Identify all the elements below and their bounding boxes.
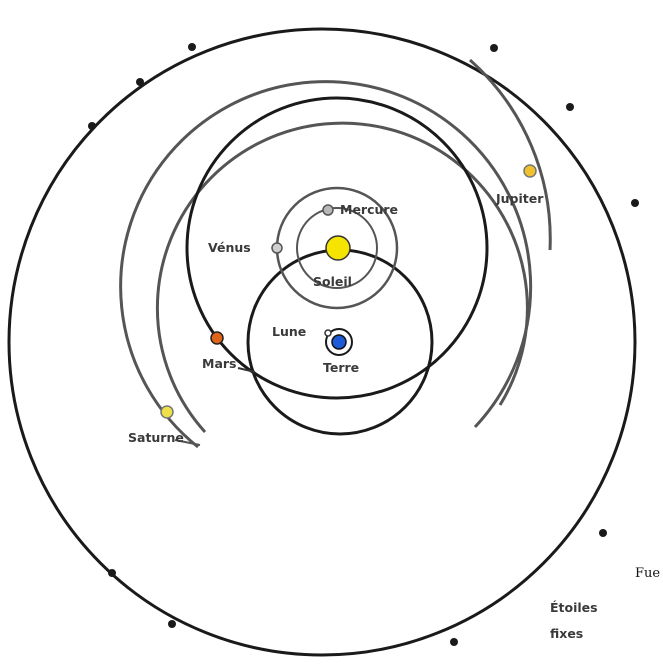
star-marker <box>490 44 498 52</box>
fixed-stars-sphere <box>7 27 637 657</box>
star-marker <box>188 43 196 51</box>
figure-caption: Fue <box>635 566 661 581</box>
moon-orbit <box>325 328 353 356</box>
label-mercure: Mercure <box>340 202 398 217</box>
mercury-orbit <box>296 207 378 289</box>
label-terre: Terre <box>323 360 359 375</box>
saturn-orbit <box>119 80 533 449</box>
star-marker <box>136 78 144 86</box>
star-marker <box>599 529 607 537</box>
label-jupiter: Jupiter <box>495 191 544 206</box>
label-mars: Mars <box>202 356 236 371</box>
mars-orbit <box>185 96 489 400</box>
jupiter-orbit-segment <box>469 58 552 251</box>
mercury-body <box>322 204 334 216</box>
label-venus: Vénus <box>208 240 251 255</box>
star-marker <box>566 103 574 111</box>
label-fixed-stars-line1: Étoiles <box>550 600 598 615</box>
label-fixed-stars-line2: fixes <box>550 626 583 641</box>
saturne-leader-line <box>174 439 201 446</box>
label-lune: Lune <box>272 324 306 339</box>
earth-body <box>331 334 347 350</box>
sun-body <box>325 235 351 261</box>
star-marker <box>631 199 639 207</box>
jupiter-orbit <box>155 121 529 434</box>
fixed-stars-markers <box>88 43 639 646</box>
mars-leader-line <box>237 367 256 373</box>
saturn-body <box>160 405 174 419</box>
star-marker <box>88 122 96 130</box>
label-soleil: Soleil <box>313 274 352 289</box>
venus-body <box>271 242 283 254</box>
mars-body <box>210 331 224 345</box>
moon-body <box>324 329 332 337</box>
label-saturne: Saturne <box>128 430 184 445</box>
star-marker <box>450 638 458 646</box>
jupiter-body <box>523 164 537 178</box>
star-marker <box>108 569 116 577</box>
star-marker <box>168 620 176 628</box>
